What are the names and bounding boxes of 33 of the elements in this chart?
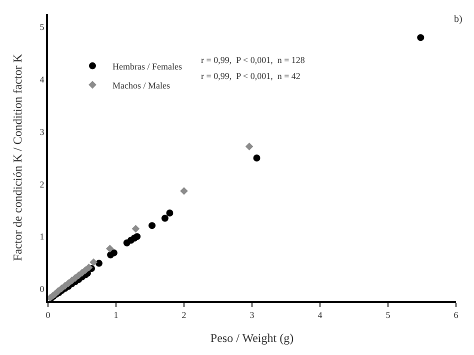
- x-tick-label: 3: [250, 310, 255, 320]
- y-tick-label: 2: [40, 179, 44, 190]
- y-tick-label: 3: [40, 126, 45, 137]
- annotation: b): [454, 14, 462, 25]
- point: [106, 244, 114, 253]
- annotation: r = 0,99, P < 0,001, n = 128: [201, 55, 306, 65]
- annotation: r = 0,99, P < 0,001, n = 42: [201, 71, 300, 81]
- x-axis-title: Peso / Weight (g): [210, 331, 294, 346]
- x-tick-label: 4: [318, 310, 323, 320]
- point: [161, 214, 168, 222]
- x-tick-label: 6: [454, 310, 459, 320]
- x-tick-label: 1: [114, 310, 118, 320]
- point: [417, 34, 424, 42]
- point: [253, 154, 260, 162]
- point: [166, 210, 174, 217]
- point: [132, 224, 140, 233]
- point: [134, 233, 141, 240]
- legend-label: Machos / Males: [112, 80, 170, 90]
- y-axis-title: Factor de condición K / Condition factor K: [10, 54, 24, 261]
- point: [90, 258, 98, 266]
- point: [84, 264, 93, 272]
- point: [245, 142, 254, 150]
- point: [180, 187, 188, 195]
- y-tick-label: 5: [40, 22, 45, 32]
- y-tick-label: 4: [40, 74, 45, 85]
- y-tick-label: 0: [40, 284, 45, 294]
- legend-label: Hembras / Females: [112, 61, 182, 72]
- x-tick-label: 2: [182, 310, 186, 320]
- point: [148, 222, 156, 230]
- point: [110, 249, 118, 256]
- point: [96, 260, 102, 267]
- y-tick-label: 1: [40, 232, 44, 242]
- x-tick-label: 5: [386, 310, 391, 320]
